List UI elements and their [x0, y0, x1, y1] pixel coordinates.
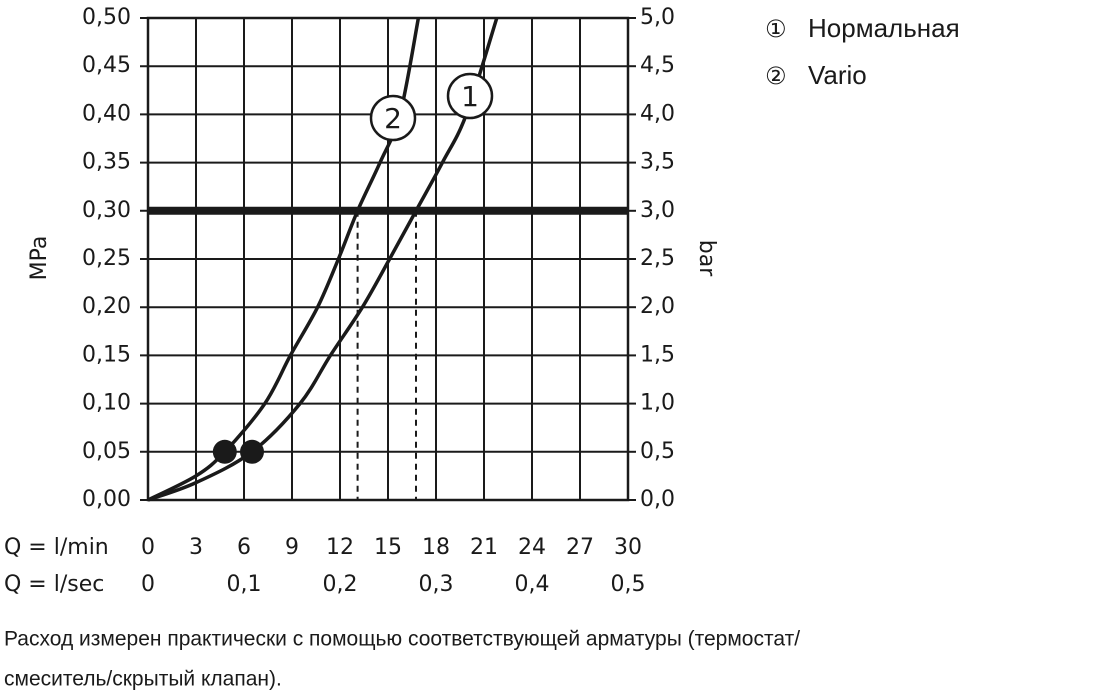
curve-label-circle — [446, 72, 494, 120]
x-tick-label: 0 — [141, 535, 155, 560]
y-tick-label: 0,10 — [82, 391, 131, 416]
x-tick-label: 30 — [614, 535, 642, 560]
x-tick-label: 18 — [422, 535, 450, 560]
y2-tick-label: 4,0 — [640, 101, 675, 126]
curve — [147, 17, 499, 502]
footnote: смеситель/скрытый клапан). — [4, 668, 282, 691]
curve-label: 1 — [461, 80, 479, 113]
x-tick-label: 9 — [285, 535, 299, 560]
y-tick-label: 0,20 — [82, 294, 131, 319]
y2-tick-label: 5,0 — [640, 5, 675, 30]
legend-label: Vario — [808, 60, 867, 90]
x-tick-label: 24 — [518, 535, 546, 560]
x-axis-label: Q = l/min — [4, 535, 109, 560]
x-tick-label: 27 — [566, 535, 594, 560]
footnote: Расход измерен практически с помощью соо… — [4, 628, 800, 651]
plot-frame — [146, 16, 630, 502]
legend-label: Нормальная — [808, 13, 960, 43]
y-tick-label: 0,05 — [82, 439, 131, 464]
y2-tick-label: 3,0 — [640, 198, 675, 223]
x-tick-label: 21 — [470, 535, 498, 560]
y2-tick-label: 1,5 — [640, 342, 675, 367]
y2-tick-label: 4,5 — [640, 53, 675, 78]
x2-tick-label: 0,2 — [323, 572, 358, 597]
y-tick-label: 0,50 — [82, 5, 131, 30]
x2-tick-label: 0,5 — [611, 572, 646, 597]
curve-label: 2 — [384, 102, 402, 135]
x2-tick-label: 0,1 — [227, 572, 262, 597]
y-tick-label: 0,45 — [82, 53, 131, 78]
x2-tick-label: 0 — [141, 572, 155, 597]
x-tick-label: 3 — [189, 535, 203, 560]
x-tick-label: 6 — [237, 535, 251, 560]
y-tick-label: 0,35 — [82, 150, 131, 175]
x2-axis-label: Q = l/sec — [4, 572, 104, 597]
curve-label-circle — [369, 94, 417, 142]
legend-symbol: ① — [765, 15, 787, 43]
y2-axis-label: bar — [694, 240, 719, 277]
x-tick-label: 12 — [326, 535, 354, 560]
y-tick-label: 0,40 — [82, 101, 131, 126]
y2-tick-label: 2,0 — [640, 294, 675, 319]
x2-tick-label: 0,3 — [419, 572, 454, 597]
operating-point — [240, 439, 264, 464]
y-tick-label: 0,30 — [82, 198, 131, 223]
y2-tick-label: 0,0 — [640, 487, 675, 512]
y2-tick-label: 2,5 — [640, 246, 675, 271]
x-tick-label: 15 — [374, 535, 402, 560]
y-axis-label: MPa — [27, 236, 52, 281]
y-tick-label: 0,15 — [82, 342, 131, 367]
operating-point — [212, 439, 237, 464]
y2-tick-label: 1,0 — [640, 391, 675, 416]
y-tick-label: 0,00 — [82, 487, 131, 512]
x2-tick-label: 0,4 — [515, 572, 550, 597]
y2-tick-label: 3,5 — [640, 150, 675, 175]
y2-tick-label: 0,5 — [640, 439, 675, 464]
legend-symbol: ② — [765, 62, 787, 90]
y-tick-label: 0,25 — [82, 246, 131, 271]
